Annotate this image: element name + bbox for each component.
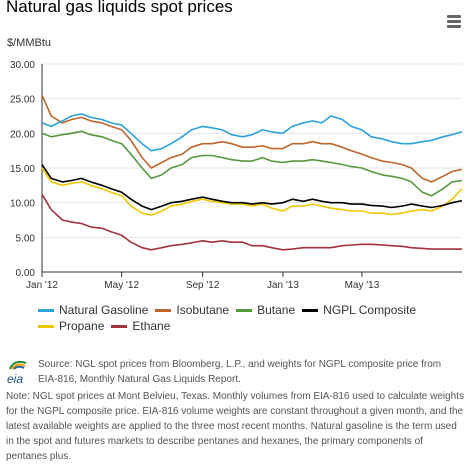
legend-swatch [38, 324, 54, 328]
series-line-isobutane [41, 94, 463, 183]
legend-row: Natural Gasoline Isobutane Butane NGPL Comp… [38, 302, 423, 318]
y-axis-label: $/MMBtu [7, 37, 52, 49]
y-tick-label: 10.00 [10, 199, 35, 210]
svg-text:eia: eia [7, 372, 23, 386]
y-tick-label: 0.00 [16, 268, 36, 279]
legend-swatch [302, 308, 319, 312]
source-text: Source: NGL spot prices from Bloomberg, … [38, 359, 442, 385]
y-tick-label: 25.00 [10, 95, 35, 106]
legend-item-isobutane[interactable]: Isobutane [155, 303, 229, 317]
y-tick-label: 20.00 [10, 129, 35, 140]
legend-row: Propane Ethane [38, 318, 423, 334]
series-line-propane [41, 167, 463, 216]
legend-item-ethane[interactable]: Ethane [111, 319, 170, 333]
legend-label: Natural Gasoline [59, 303, 149, 317]
x-tick-label: Jan '12 [26, 280, 58, 291]
legend-item-ngpl-composite[interactable]: NGPL Composite [302, 303, 416, 317]
series-line-natural-gasoline [41, 113, 463, 152]
note-text: Note: NGL spot prices at Mont Belvieu, T… [6, 391, 464, 462]
page-title: Natural gas liquids spot prices [6, 0, 233, 16]
legend-swatch [111, 324, 128, 328]
legend-label: NGPL Composite [323, 303, 417, 317]
x-tick-label: May '12 [104, 280, 139, 291]
x-tick-label: May '13 [345, 280, 380, 291]
legend-item-butane[interactable]: Butane [236, 303, 295, 317]
legend-swatch [155, 308, 172, 312]
legend-item-propane[interactable]: Propane [38, 319, 104, 333]
eia-logo: eia [7, 360, 27, 386]
series-line-ngpl-composite [41, 164, 463, 211]
y-tick-label: 15.00 [10, 164, 35, 175]
y-tick-label: 30.00 [10, 60, 35, 71]
legend-label: Ethane [132, 319, 171, 333]
legend: Natural Gasoline Isobutane Butane NGPL Comp… [38, 302, 423, 334]
y-tick-label: 5.00 [16, 233, 36, 244]
legend-label: Butane [257, 303, 296, 317]
series-line-ethane [41, 193, 462, 251]
legend-item-natural-gasoline[interactable]: Natural Gasoline [38, 303, 148, 317]
legend-label: Isobutane [176, 303, 230, 317]
hamburger-menu-icon[interactable] [447, 15, 461, 29]
line-chart: 0.00 5.00 10.00 15.00 20.00 25.00 30.00 Jan '12… [10, 60, 463, 291]
x-tick-label: Jan '13 [267, 280, 299, 291]
legend-swatch [38, 308, 54, 312]
series-line-butane [41, 130, 463, 197]
legend-swatch [236, 308, 253, 312]
x-tick-label: Sep '12 [186, 280, 220, 291]
legend-label: Propane [59, 319, 105, 333]
